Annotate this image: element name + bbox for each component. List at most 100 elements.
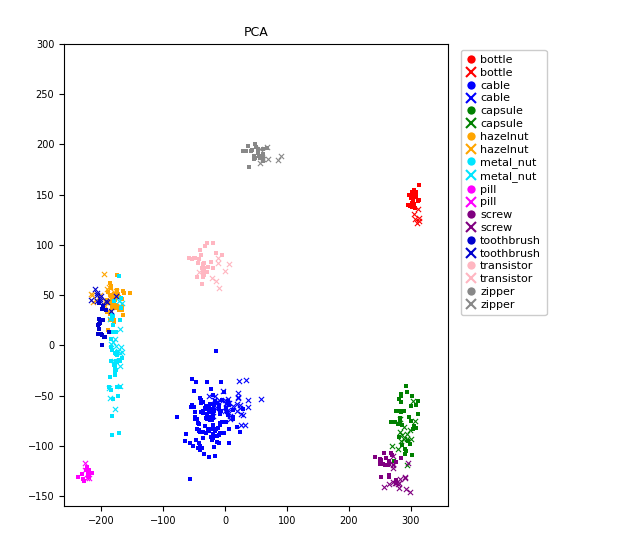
Point <box>97 341 108 350</box>
Point <box>376 455 387 464</box>
Point <box>78 475 88 483</box>
Point <box>82 473 92 482</box>
Point <box>408 196 419 205</box>
Point <box>111 302 121 311</box>
Point <box>106 292 116 300</box>
Point <box>200 422 210 431</box>
Point <box>200 242 210 251</box>
Point <box>115 325 125 334</box>
Point <box>109 404 120 413</box>
Point <box>101 296 111 305</box>
Point <box>211 398 221 406</box>
Point <box>199 258 209 267</box>
Point <box>115 382 125 390</box>
Point <box>405 439 415 448</box>
Point <box>207 411 218 420</box>
Point <box>389 478 399 487</box>
Point <box>370 453 380 461</box>
Point <box>205 400 216 409</box>
Point <box>220 395 230 404</box>
Point <box>393 444 403 453</box>
Point <box>184 475 195 483</box>
Point <box>383 460 393 469</box>
Point <box>402 461 412 470</box>
Point <box>238 405 248 414</box>
Point <box>102 307 113 316</box>
Point <box>111 356 121 365</box>
Point <box>207 416 218 425</box>
Point <box>209 424 219 433</box>
Point <box>116 294 127 303</box>
Point <box>255 158 266 167</box>
Point <box>198 272 209 281</box>
Point <box>192 273 202 282</box>
Point <box>200 404 211 413</box>
Point <box>221 399 231 408</box>
Point <box>205 415 216 424</box>
Point <box>410 188 420 196</box>
Point <box>244 162 254 171</box>
Point <box>196 395 206 404</box>
Point <box>211 277 221 285</box>
Point <box>212 258 223 267</box>
Point <box>396 415 406 424</box>
Point <box>387 451 397 460</box>
Point <box>208 239 218 248</box>
Point <box>209 406 219 415</box>
Point <box>117 302 127 311</box>
Point <box>198 265 209 273</box>
Point <box>390 478 401 487</box>
Point <box>103 298 113 307</box>
Point <box>396 437 406 446</box>
Point <box>217 417 227 426</box>
Point <box>94 325 104 334</box>
Point <box>388 452 399 460</box>
Point <box>185 439 195 448</box>
Point <box>187 255 197 264</box>
Point <box>115 349 125 358</box>
Point <box>380 453 390 462</box>
Point <box>207 436 217 444</box>
Point <box>214 420 225 429</box>
Point <box>205 384 216 393</box>
Point <box>390 418 400 427</box>
Point <box>223 397 233 405</box>
Point <box>94 315 104 324</box>
Point <box>115 304 125 312</box>
Point <box>92 297 102 306</box>
Point <box>252 148 262 157</box>
Point <box>108 316 118 324</box>
Point <box>388 460 398 469</box>
Point <box>409 186 419 195</box>
Point <box>403 412 413 421</box>
Point <box>395 406 405 415</box>
Point <box>228 415 238 424</box>
Point <box>394 475 404 483</box>
Point <box>189 415 200 424</box>
Point <box>110 370 120 379</box>
Point <box>252 142 262 151</box>
Point <box>100 297 110 306</box>
Point <box>228 412 238 421</box>
Point <box>109 356 119 365</box>
Point <box>241 146 252 155</box>
Point <box>111 304 122 312</box>
Point <box>115 271 125 280</box>
Point <box>411 400 421 409</box>
Point <box>262 144 272 152</box>
Point <box>211 249 221 257</box>
Point <box>379 449 389 458</box>
Point <box>100 298 111 306</box>
Point <box>116 348 127 356</box>
Point <box>191 436 201 444</box>
Point <box>412 219 422 228</box>
Point <box>224 439 234 448</box>
Point <box>106 306 116 315</box>
Point <box>262 142 272 151</box>
Point <box>77 469 87 478</box>
Point <box>389 456 399 465</box>
Point <box>110 335 120 344</box>
Point <box>104 327 115 336</box>
Point <box>95 290 105 299</box>
Point <box>397 420 407 429</box>
